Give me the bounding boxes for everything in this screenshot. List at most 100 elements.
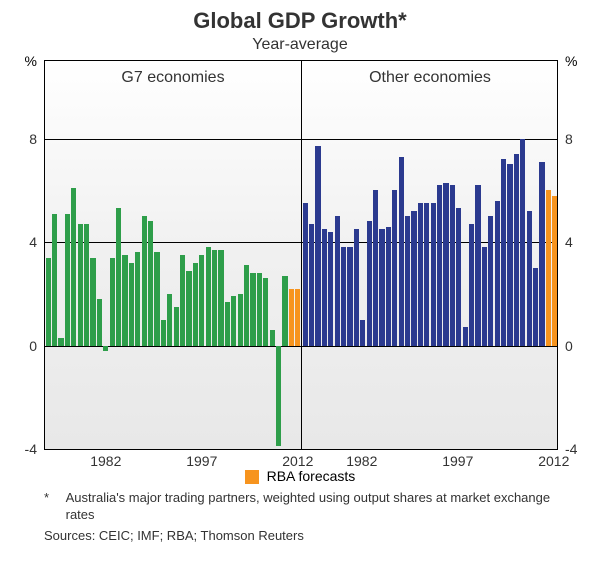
bar <box>270 330 275 346</box>
bar <box>199 255 204 346</box>
bar <box>354 229 359 345</box>
bar <box>263 278 268 345</box>
bar <box>520 139 525 346</box>
y-tick-right: 8 <box>565 131 573 147</box>
bar <box>58 338 63 346</box>
bar <box>289 289 294 346</box>
legend: RBA forecasts <box>0 468 600 484</box>
chart-title: Global GDP Growth* <box>0 0 600 34</box>
bar <box>347 247 352 345</box>
bar <box>78 224 83 346</box>
x-tick: 1997 <box>442 453 473 469</box>
bar <box>225 302 230 346</box>
bar <box>328 232 333 346</box>
bar <box>456 208 461 345</box>
x-tick: 2012 <box>538 453 569 469</box>
bar <box>97 299 102 346</box>
bar <box>129 263 134 346</box>
bar <box>552 196 557 346</box>
bar <box>488 216 493 345</box>
plot-area: % % -4-4004488G7 economies198219972012Ot… <box>44 60 558 450</box>
y-tick-right: 4 <box>565 234 573 250</box>
legend-swatch <box>245 470 259 484</box>
chart-container: Global GDP Growth* Year-average % % -4-4… <box>0 0 600 578</box>
bar <box>360 320 365 346</box>
x-tick: 1982 <box>346 453 377 469</box>
bar <box>148 221 153 345</box>
bar <box>212 250 217 346</box>
y-tick-right: 0 <box>565 338 573 354</box>
bar <box>231 296 236 345</box>
bar <box>206 247 211 345</box>
bar <box>482 247 487 345</box>
bar <box>142 216 147 345</box>
bar <box>411 211 416 346</box>
bar <box>443 183 448 346</box>
bar <box>167 294 172 346</box>
y-tick-left: 0 <box>29 338 37 354</box>
bar <box>533 268 538 346</box>
bar <box>65 214 70 346</box>
y-unit-left: % <box>25 53 37 69</box>
bar <box>335 216 340 345</box>
bar <box>180 255 185 346</box>
x-tick: 2012 <box>282 453 313 469</box>
bar <box>475 185 480 345</box>
bar <box>71 188 76 346</box>
x-tick: 1997 <box>186 453 217 469</box>
bar <box>52 214 57 346</box>
bar <box>405 216 410 345</box>
bar <box>373 190 378 345</box>
bar <box>501 159 506 345</box>
bar <box>110 258 115 346</box>
bar <box>527 211 532 346</box>
bar <box>514 154 519 345</box>
y-tick-left: 4 <box>29 234 37 250</box>
sources: Sources: CEIC; IMF; RBA; Thomson Reuters <box>44 528 304 543</box>
bar <box>218 250 223 346</box>
bar <box>379 229 384 345</box>
bar <box>507 164 512 345</box>
bar <box>539 162 544 346</box>
bar <box>295 289 300 346</box>
bar <box>424 203 429 345</box>
bar <box>450 185 455 345</box>
bar <box>282 276 287 346</box>
bar <box>238 294 243 346</box>
chart-subtitle: Year-average <box>0 36 600 54</box>
bar <box>495 201 500 346</box>
bar <box>116 208 121 345</box>
bar <box>315 146 320 345</box>
bar <box>463 327 468 345</box>
y-unit-right: % <box>565 53 577 69</box>
footnote-text: Australia's major trading partners, weig… <box>66 490 556 524</box>
bar <box>546 190 551 345</box>
bar <box>418 203 423 345</box>
bar <box>174 307 179 346</box>
bar <box>367 221 372 345</box>
bar <box>399 157 404 346</box>
bar <box>386 227 391 346</box>
bar <box>186 271 191 346</box>
bar <box>257 273 262 345</box>
bar <box>469 224 474 346</box>
panel-label: Other economies <box>302 69 558 87</box>
bar <box>303 203 308 345</box>
bar <box>431 203 436 345</box>
bar <box>103 346 108 351</box>
panel-label: G7 economies <box>45 69 301 87</box>
legend-label: RBA forecasts <box>267 468 356 484</box>
bar <box>46 258 51 346</box>
bar <box>341 247 346 345</box>
bar <box>392 190 397 345</box>
bar <box>193 263 198 346</box>
bar <box>309 224 314 346</box>
bar <box>276 346 281 447</box>
bar <box>84 224 89 346</box>
panel-other: Other economies <box>301 61 558 449</box>
bar <box>322 229 327 345</box>
footnote: * Australia's major trading partners, we… <box>44 490 574 524</box>
y-tick-left: 8 <box>29 131 37 147</box>
panel-g7: G7 economies <box>45 61 301 449</box>
footnote-star: * <box>44 490 62 507</box>
